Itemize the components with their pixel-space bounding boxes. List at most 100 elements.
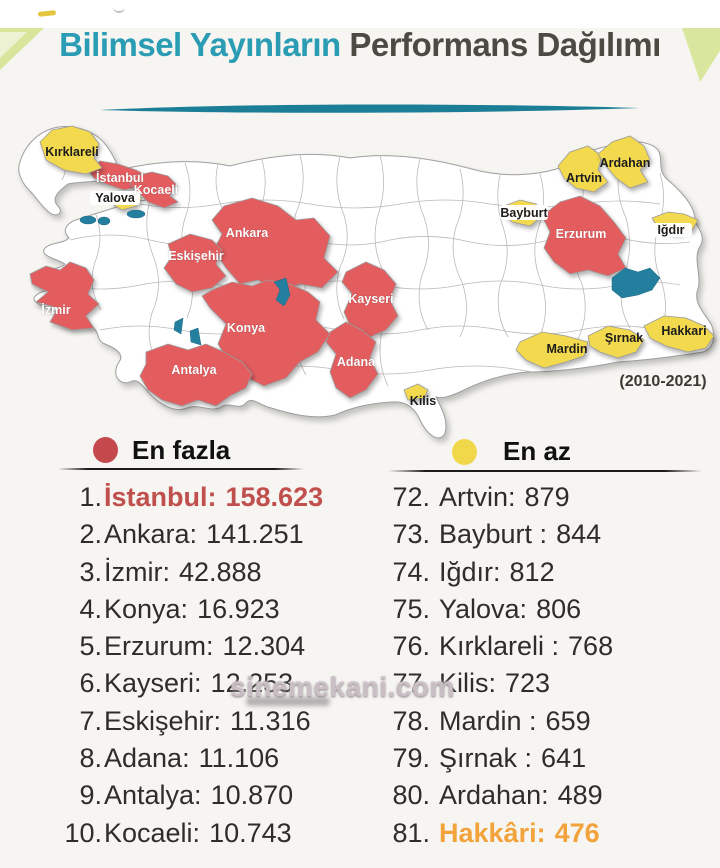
title-underline-swoosh: [100, 104, 640, 113]
province-eskisehir: [163, 233, 227, 293]
lake-tuz: [273, 277, 291, 307]
list-item-value: 16.923: [197, 593, 280, 624]
list-item-rank: 8.: [79, 743, 102, 774]
list-item-name: Ardahan:: [439, 780, 549, 811]
province-labels: İstanbul Kocaeli Yalova Kırklareli İzmir…: [41, 145, 706, 408]
list-item: 79. Şırnak : 641: [386, 743, 706, 780]
list-item-name: Kırklareli :: [439, 631, 560, 662]
list-item-name: Yalova:: [439, 593, 528, 624]
decorative-mark: [113, 4, 125, 13]
legend-dot-least: [452, 439, 477, 465]
label-adana: Adana: [337, 355, 376, 369]
list-item: 4. Konya: 16.923: [64, 594, 364, 631]
label-plate-yalova: [90, 191, 140, 205]
legend-dot-most: [93, 437, 118, 463]
list-item-rank: 72.: [392, 482, 430, 512]
title-highlight: Bilimsel Yayınların: [59, 26, 341, 63]
list-item-rank: 9.: [79, 780, 102, 811]
list-item-value: 12.304: [222, 631, 306, 662]
province-kilis: [403, 383, 429, 401]
watermark-smear: [246, 697, 330, 706]
lake-beysehir: [189, 327, 202, 346]
list-item: 9. Antalya: 10.870: [64, 780, 364, 817]
list-item-name: Şırnak :: [439, 743, 533, 774]
province-artvin: [557, 145, 609, 193]
list-item-name: Artvin:: [439, 482, 516, 512]
label-kocaeli: Kocaeli: [134, 183, 178, 197]
list-item: 72. Artvin: 879: [386, 482, 706, 519]
list-item-value: 806: [536, 593, 582, 624]
label-kayseri: Kayseri: [348, 292, 393, 306]
list-item-name: Ankara:: [104, 519, 198, 550]
list-item-rank: 75.: [392, 593, 430, 624]
label-konya: Konya: [227, 321, 266, 335]
list-item-value: 10.870: [210, 780, 294, 811]
list-item-value: 768: [568, 631, 614, 662]
list-item-rank: 1.: [79, 482, 102, 512]
list-item-rank: 73.: [392, 519, 430, 550]
list-item-value: 641: [541, 743, 587, 774]
list-item-name: Konya:: [104, 593, 189, 624]
list-item: 2. Ankara: 141.251: [64, 519, 364, 556]
label-erzurum: Erzurum: [556, 227, 607, 241]
province-adana: [325, 321, 379, 399]
label-artvin: Artvin: [566, 171, 602, 185]
list-item-value: 489: [557, 780, 603, 811]
list-item-rank: 10.: [64, 817, 102, 848]
list-item-name: Bayburt :: [439, 519, 548, 550]
list-item-name: Eskişehir:: [104, 705, 222, 736]
list-item-value: 141.251: [206, 519, 304, 550]
label-yalova: Yalova: [95, 191, 136, 205]
list-item-value: 812: [509, 556, 555, 587]
legend-label-least: En az: [503, 436, 571, 466]
province-kocaeli: [129, 171, 179, 209]
list-item-name: Antalya:: [104, 780, 202, 811]
lakes: [79, 209, 661, 346]
list-item: 5. Erzurum: 12.304: [64, 631, 364, 668]
list-item-name: Mardin :: [439, 705, 537, 736]
list-item-name: Adana:: [104, 743, 190, 774]
label-antalya: Antalya: [171, 363, 217, 377]
list-item: 6. Kayseri: 12.253: [64, 668, 364, 705]
label-eskisehir: Eskişehir: [168, 249, 224, 263]
list-item-name: Kilis:: [439, 668, 497, 699]
lake-van: [611, 267, 661, 299]
list-item-rank: 78.: [392, 705, 430, 736]
list-item-value: 844: [556, 519, 602, 550]
label-kilis: Kilis: [410, 394, 436, 408]
list-item-value: 659: [545, 705, 591, 736]
province-erzurum: [541, 195, 627, 277]
list-item: 3. İzmir: 42.888: [64, 557, 364, 594]
list-item-name: Kocaeli:: [104, 817, 201, 848]
list-item-rank: 5.: [79, 631, 102, 662]
label-hakkari: Hakkari: [661, 324, 706, 338]
list-item-rank: 6.: [79, 668, 102, 699]
list-item-value: 723: [505, 668, 551, 699]
label-ardahan: Ardahan: [600, 156, 651, 170]
province-ardahan: [597, 135, 651, 189]
list-item-value: 12.253: [210, 668, 294, 699]
label-istanbul: İstanbul: [96, 170, 144, 185]
label-izmir: İzmir: [41, 302, 70, 317]
province-mardin: [515, 331, 589, 369]
province-izmir: [29, 261, 100, 331]
label-kirklareli: Kırklareli: [45, 145, 99, 159]
list-item: 77. Kilis: 723: [386, 668, 706, 705]
list-item-value: 476: [554, 817, 600, 848]
list-item: 7. Eskişehir: 11.316: [64, 706, 364, 743]
list-item-rank: 81.: [392, 817, 430, 848]
list-item-name: Kayseri:: [104, 668, 202, 699]
lake-iznik: [126, 209, 146, 219]
list-item-rank: 7.: [79, 705, 102, 736]
legend-underline-most: [58, 468, 304, 470]
list-item-value: 10.743: [209, 817, 292, 848]
list-item: 8. Adana: 11.106: [64, 743, 364, 780]
label-plate-igdir: [651, 223, 692, 237]
list-item-value: 11.316: [230, 705, 311, 736]
title-rest: Performans Dağılımı: [349, 26, 661, 63]
list-item-rank: 76.: [392, 631, 430, 662]
list-item: 78. Mardin : 659: [386, 706, 706, 743]
least-publications-list: 72. Artvin: 879 73. Bayburt : 844 74. Iğdır: 812…: [386, 482, 706, 855]
